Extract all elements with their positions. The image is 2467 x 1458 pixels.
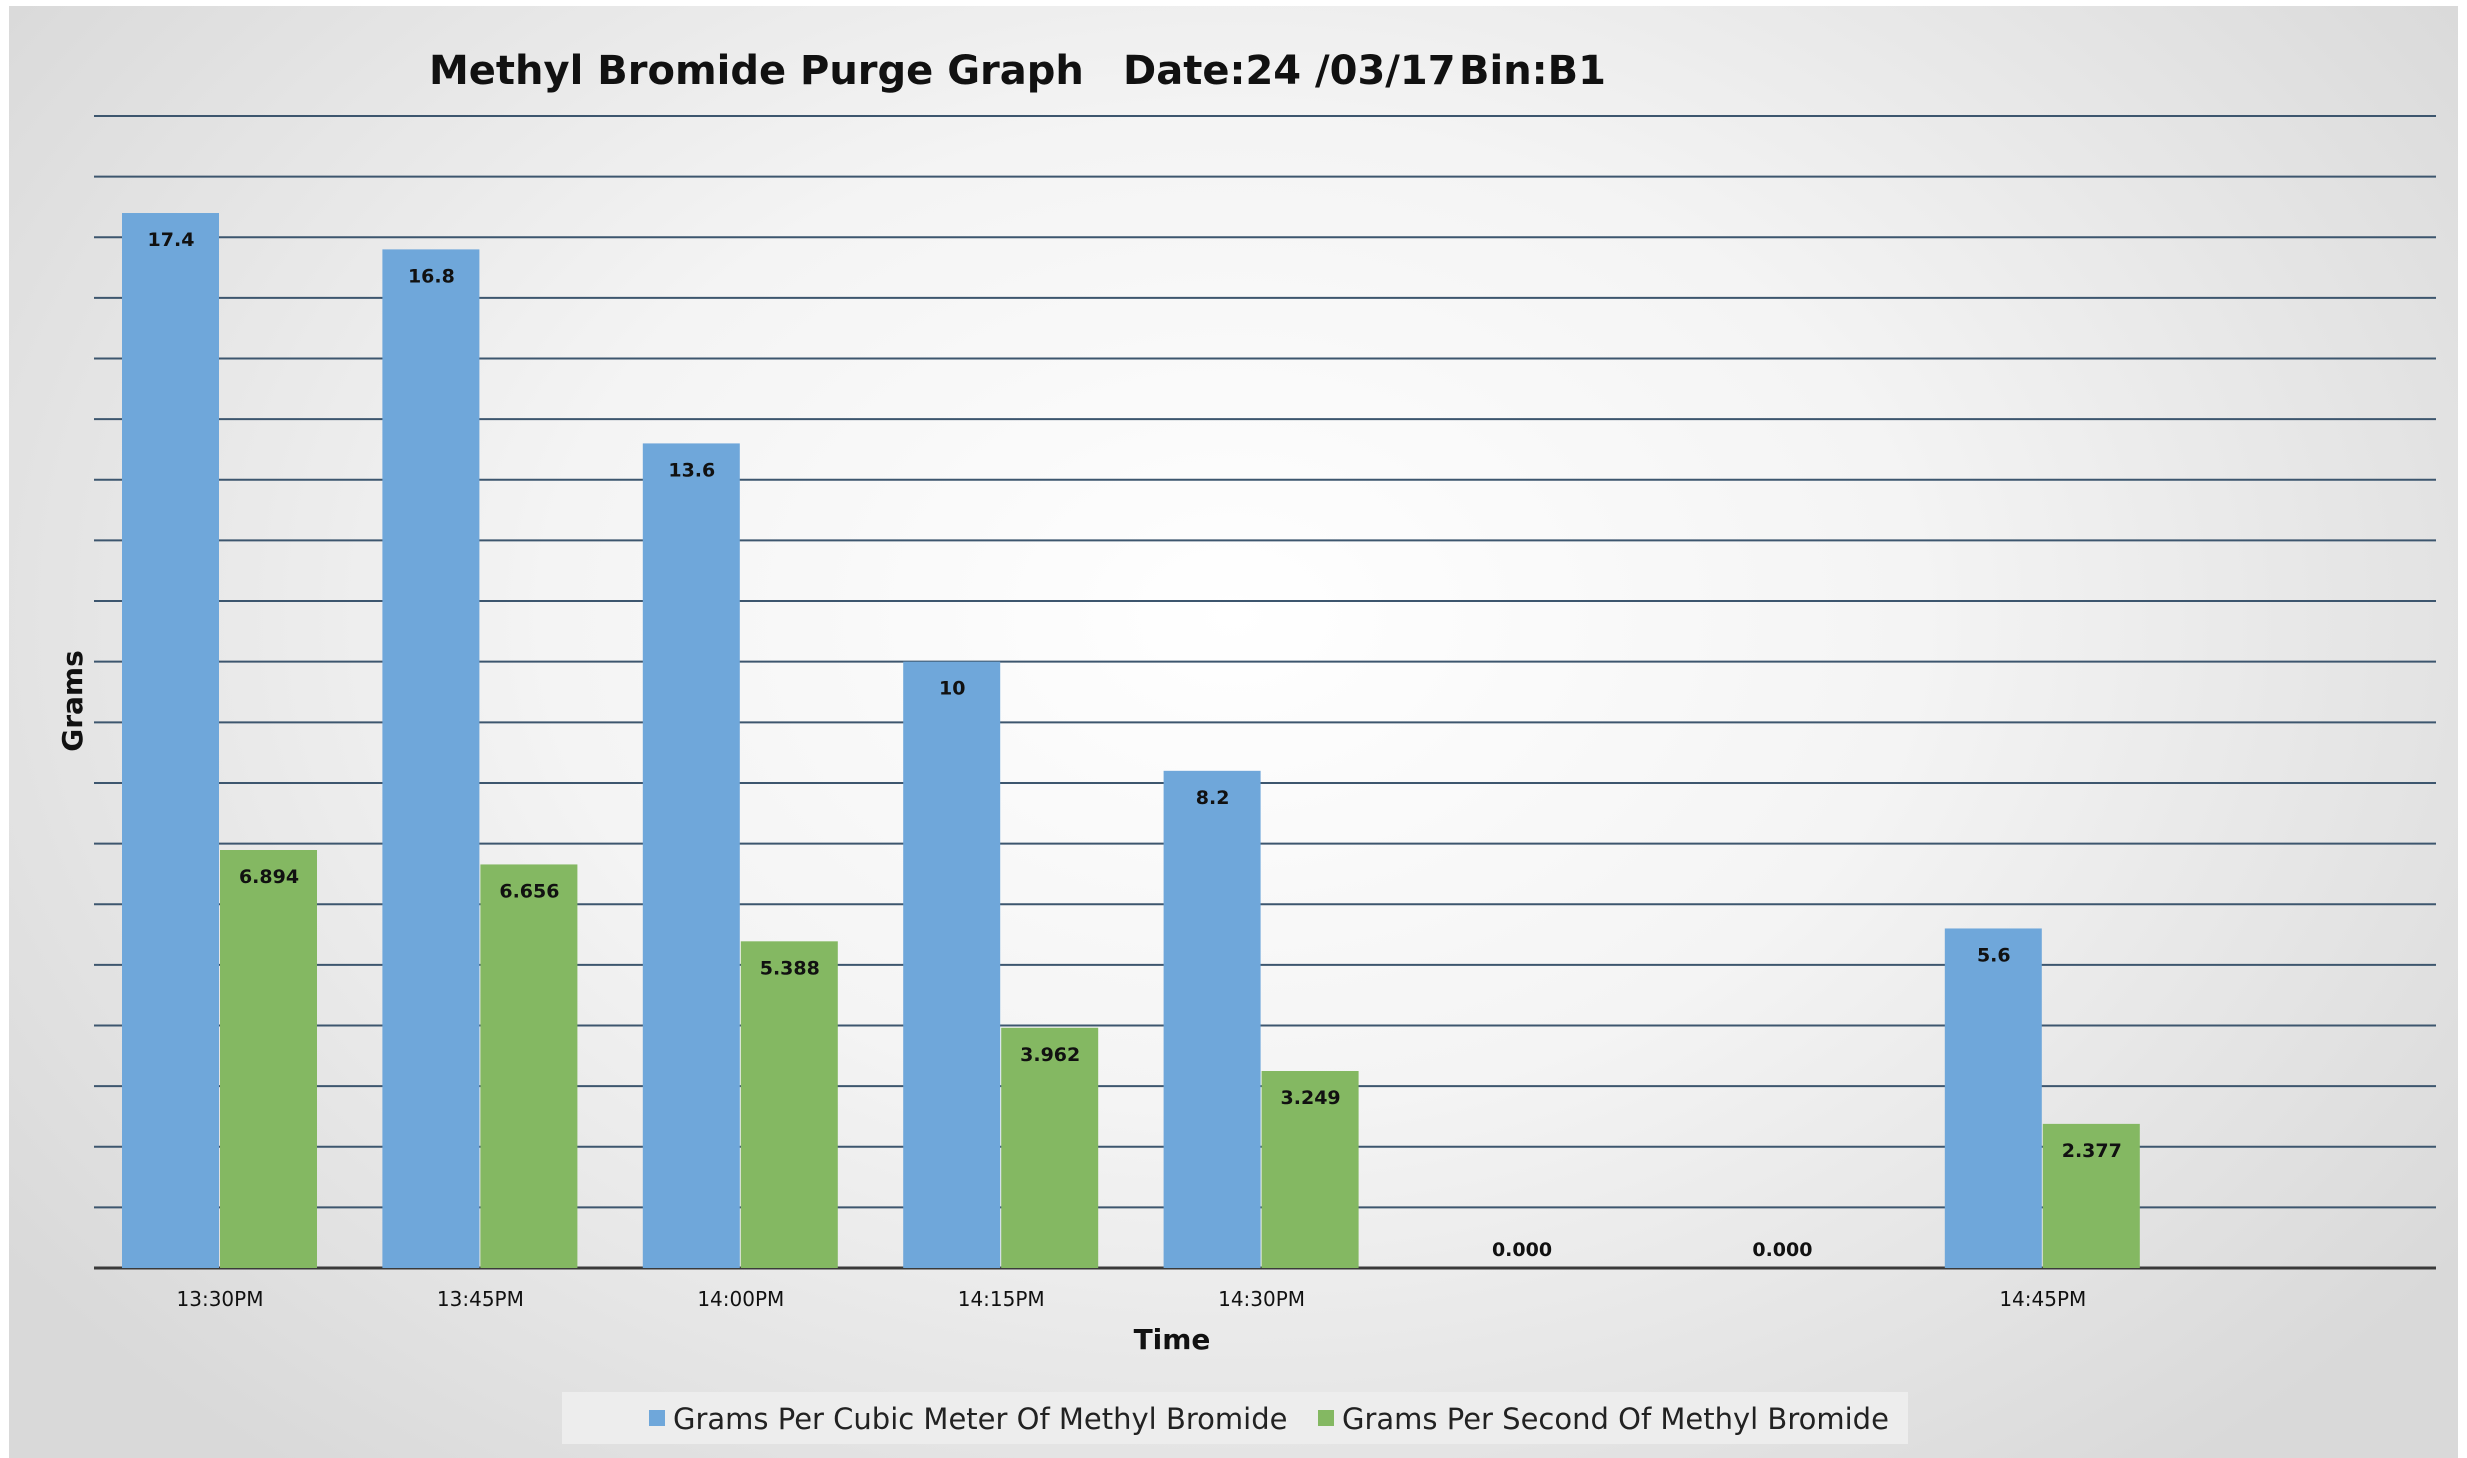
x-tick-label: 14:15PM	[958, 1287, 1045, 1311]
bar	[122, 213, 219, 1269]
data-label: 13.6	[668, 459, 715, 481]
data-label: 8.2	[1196, 787, 1230, 809]
data-label: 17.4	[148, 229, 195, 251]
x-tick-label: 14:30PM	[1218, 1287, 1305, 1311]
legend-label-per-second: Grams Per Second Of Methyl Bromide	[1342, 1402, 1889, 1436]
x-tick-label: 14:45PM	[1999, 1287, 2086, 1311]
chart-bin: Bin:B1	[1459, 48, 1606, 94]
data-label: 6.894	[239, 866, 299, 888]
data-label: 16.8	[408, 265, 455, 287]
x-tick-label: 13:45PM	[437, 1287, 524, 1311]
bar	[642, 443, 740, 1268]
data-label: 3.962	[1020, 1044, 1080, 1066]
legend: Grams Per Cubic Meter Of Methyl Bromide …	[562, 1392, 1908, 1444]
data-label: 0.000	[1752, 1239, 1812, 1261]
legend-background	[562, 1392, 1908, 1444]
x-tick-label: 14:00PM	[697, 1287, 784, 1311]
bar	[740, 941, 838, 1268]
bar	[220, 850, 317, 1268]
bar	[1261, 1071, 1359, 1268]
x-tick-label: 13:30PM	[177, 1287, 264, 1311]
legend-label-cubic-meter: Grams Per Cubic Meter Of Methyl Bromide	[673, 1402, 1287, 1436]
chart-svg: Methyl Bromide Purge Graph Date:24 /03/1…	[56, 48, 2436, 1444]
x-axis-title: Time	[1134, 1323, 1211, 1356]
chart-title: Methyl Bromide Purge Graph	[429, 48, 1084, 94]
bar	[382, 249, 480, 1269]
data-label: 0.000	[1492, 1239, 1552, 1261]
data-label: 5.388	[760, 957, 820, 979]
bar	[903, 661, 1001, 1268]
bars	[122, 213, 2140, 1269]
legend-swatch-cubic-meter	[649, 1410, 665, 1426]
bar	[1944, 928, 2042, 1268]
bar	[2042, 1123, 2140, 1268]
data-label: 2.377	[2062, 1140, 2122, 1162]
data-label: 5.6	[1977, 944, 2011, 966]
bar	[1001, 1027, 1099, 1268]
bar	[480, 864, 578, 1268]
x-tick-labels: 13:30PM 13:45PM 14:00PM 14:15PM 14:30PM 14:45…	[177, 1287, 2087, 1311]
data-labels: 17.4 6.894 16.8 6.656 13.6 5.388 10 3.962 8.2 3.2…	[148, 229, 2122, 1261]
y-axis-title: Grams	[56, 650, 89, 752]
data-label: 6.656	[499, 880, 559, 902]
legend-swatch-per-second	[1318, 1410, 1334, 1426]
bar	[1163, 770, 1261, 1268]
chart-area: Methyl Bromide Purge Graph Date:24 /03/1…	[9, 6, 2458, 1458]
chart-date: Date:24 /03/17	[1123, 48, 1456, 94]
data-label: 10	[939, 678, 965, 700]
data-label: 3.249	[1281, 1087, 1341, 1109]
